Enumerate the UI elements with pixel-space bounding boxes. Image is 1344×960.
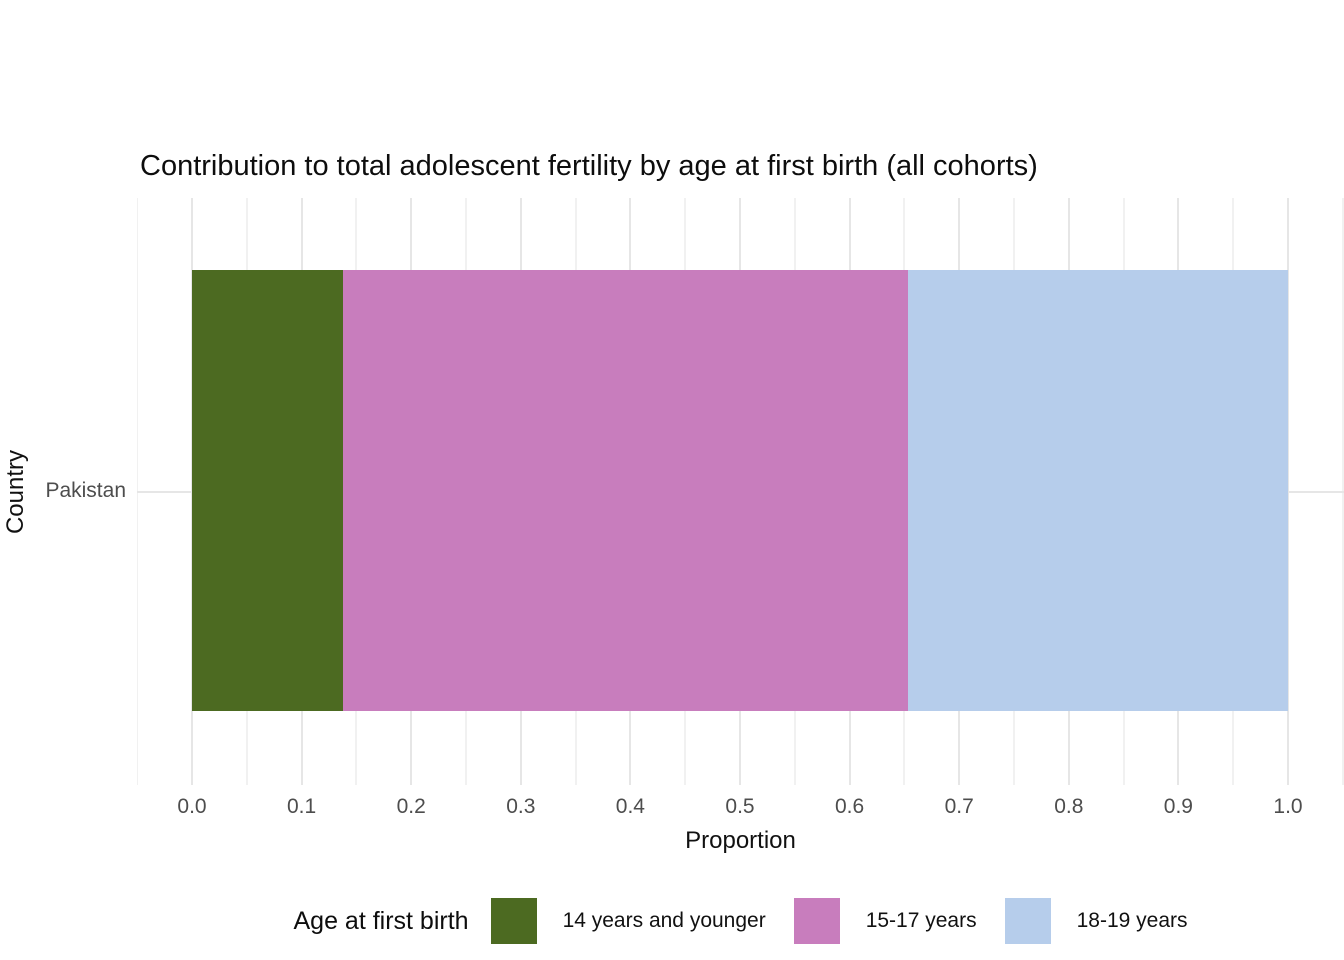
legend-label-18-19-years: 18-19 years [1076, 909, 1188, 932]
legend-title: Age at first birth [293, 906, 469, 935]
chart-title: Contribution to total adolescent fertili… [140, 150, 1038, 182]
legend-label-14-years-and-younger: 14 years and younger [562, 909, 766, 932]
x-tick-label-0-7: 0.7 [944, 795, 974, 818]
legend-item-15-17-years: 15-17 years [793, 898, 977, 944]
plot-panel [137, 198, 1344, 785]
x-tick-label-0-8: 0.8 [1054, 795, 1084, 818]
bar-segment-18-19-years [907, 270, 1288, 711]
x-tick-label-0-0: 0.0 [177, 795, 207, 818]
x-tick-label-0-2: 0.2 [396, 795, 426, 818]
x-tick-label-0-3: 0.3 [506, 795, 536, 818]
x-tick-label-0-1: 0.1 [286, 795, 317, 818]
legend-swatch-14-years-and-younger [490, 898, 537, 944]
x-axis-title: Proportion [685, 827, 796, 854]
x-tick-label-0-5: 0.5 [725, 795, 755, 818]
legend: Age at first birth 14 years and younger 1… [137, 893, 1344, 949]
legend-label-15-17-years: 15-17 years [865, 909, 977, 932]
x-axis-tick-labels: 0.0 0.1 0.2 0.3 0.4 0.5 0.6 0.7 0.8 0.9 1.0 [137, 795, 1344, 823]
legend-swatch-18-19-years [1004, 898, 1051, 944]
legend-item-14-years-and-younger: 14 years and younger [490, 898, 766, 944]
y-tick-label-pakistan: Pakistan [45, 479, 126, 502]
x-tick-label-0-6: 0.6 [834, 795, 865, 818]
x-tick-label-1-0: 1.0 [1273, 795, 1303, 818]
bar-row-pakistan [137, 270, 1344, 711]
x-tick-label-0-4: 0.4 [615, 795, 645, 818]
x-tick-label-0-9: 0.9 [1163, 795, 1193, 818]
bar-segment-15-17-years [343, 270, 908, 711]
legend-swatch-15-17-years [793, 898, 840, 944]
legend-item-18-19-years: 18-19 years [1004, 898, 1188, 944]
bar-segment-14-years-and-younger [192, 270, 344, 711]
